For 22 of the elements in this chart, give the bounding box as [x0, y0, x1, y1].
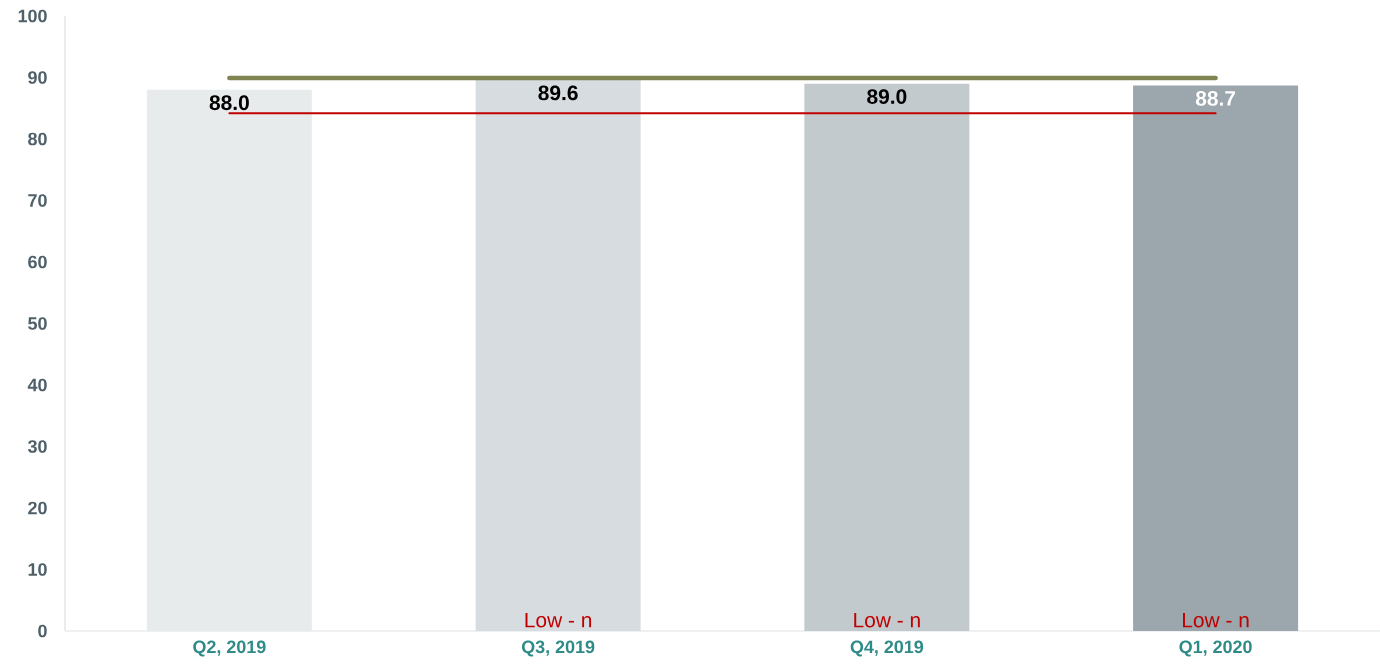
y-tick-label: 60: [28, 255, 47, 269]
data-label: 89.6: [538, 85, 578, 101]
data-label: 88.7: [1195, 91, 1236, 106]
annotation: Low - n: [525, 612, 592, 628]
data-label: 89.0: [867, 89, 907, 104]
x-tick-label: Q4, 2019: [850, 640, 924, 657]
x-tick-label: Q1, 2020: [1179, 640, 1252, 657]
annotation: Low - n: [854, 612, 920, 628]
y-tick-label: 0: [38, 624, 47, 638]
y-tick-label: 40: [27, 378, 47, 392]
y-tick-label: 100: [18, 9, 47, 23]
annotation: Low - n: [1183, 612, 1249, 628]
y-tick-label: 20: [28, 501, 47, 515]
y-tick-label: 50: [28, 317, 47, 330]
y-tick-label: 90: [28, 71, 47, 84]
data-label: 88.0: [209, 95, 249, 111]
y-tick-label: 70: [28, 194, 47, 207]
y-tick-label: 30: [27, 440, 47, 453]
y-tick-label: 80: [28, 132, 47, 146]
x-tick-label: Q2, 2019: [193, 640, 266, 657]
y-tick-label: 10: [28, 563, 47, 576]
x-tick-label: Q3, 2019: [521, 640, 595, 657]
